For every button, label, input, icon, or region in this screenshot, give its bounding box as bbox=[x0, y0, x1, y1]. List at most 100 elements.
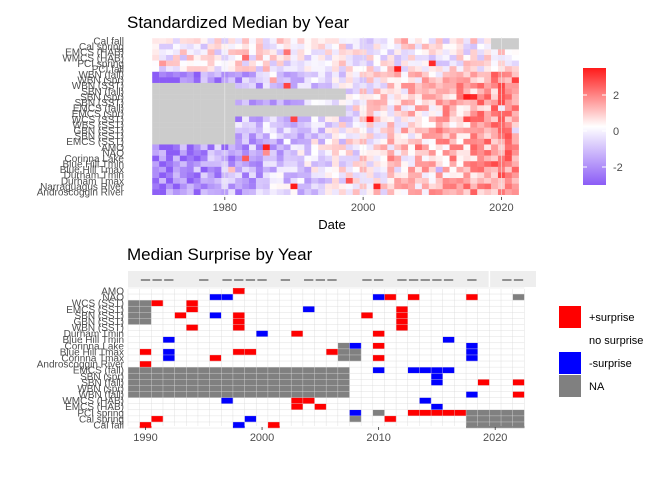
heatmap-cell bbox=[269, 110, 277, 117]
heatmap-cell bbox=[380, 110, 388, 117]
heatmap-cell bbox=[463, 116, 471, 123]
heatmap-cell bbox=[318, 105, 326, 112]
na-cell bbox=[279, 367, 292, 374]
heatmap-cell bbox=[435, 49, 443, 56]
heatmap-cell bbox=[394, 116, 402, 123]
heatmap-cell bbox=[228, 54, 236, 61]
heatmap-cell bbox=[249, 172, 257, 179]
heatmap-cell bbox=[207, 166, 215, 173]
heatmap-cell bbox=[276, 71, 284, 78]
heatmap-cell bbox=[421, 122, 430, 128]
heatmap-cell bbox=[491, 133, 499, 140]
heatmap-cell bbox=[283, 161, 291, 168]
chart2-x-ticks: 1990 2000 2010 2020 bbox=[133, 427, 507, 444]
heatmap-cell bbox=[159, 122, 167, 128]
heatmap-cell bbox=[297, 150, 305, 156]
heatmap-cell bbox=[345, 77, 353, 84]
heatmap-cell bbox=[401, 150, 409, 156]
heatmap-cell bbox=[421, 43, 430, 50]
heatmap-cell bbox=[332, 133, 340, 140]
heatmap-cell bbox=[242, 166, 250, 173]
heatmap-cell bbox=[387, 71, 395, 78]
plus-surprise-cell bbox=[186, 306, 199, 313]
na-cell bbox=[314, 373, 327, 380]
heatmap-cell bbox=[511, 166, 519, 173]
heatmap-cell bbox=[152, 99, 160, 106]
na-cell bbox=[244, 379, 257, 386]
heatmap-cell bbox=[262, 183, 270, 190]
heatmap-cell bbox=[380, 122, 388, 128]
minus-surprise-cell bbox=[372, 367, 385, 374]
legend-label: -surprise bbox=[589, 358, 632, 370]
heatmap-cell bbox=[470, 77, 478, 84]
heatmap-cell bbox=[269, 166, 277, 173]
heatmap-cell bbox=[311, 189, 319, 195]
heatmap-cell bbox=[463, 99, 471, 106]
minus-surprise-cell bbox=[221, 294, 234, 301]
heatmap-cell bbox=[249, 138, 257, 145]
na-cell bbox=[337, 348, 350, 356]
heatmap-cell bbox=[290, 71, 298, 78]
chart1-cells bbox=[152, 38, 519, 195]
minus-surprise-cell bbox=[244, 415, 257, 423]
heatmap-cell bbox=[235, 49, 243, 56]
heatmap-cell bbox=[470, 166, 478, 173]
heatmap-cell bbox=[193, 49, 201, 56]
heatmap-cell bbox=[428, 122, 436, 128]
heatmap-cell bbox=[491, 155, 499, 162]
heatmap-cell bbox=[262, 105, 270, 112]
heatmap-cell bbox=[207, 183, 215, 190]
heatmap-cell bbox=[200, 133, 208, 140]
heatmap-cell bbox=[179, 54, 187, 61]
row-label: EMCS (SST) bbox=[66, 305, 124, 316]
heatmap-cell bbox=[463, 66, 471, 72]
heatmap-cell bbox=[172, 110, 181, 117]
heatmap-cell bbox=[255, 71, 264, 78]
heatmap-cell bbox=[338, 43, 347, 50]
heatmap-cell bbox=[477, 189, 485, 195]
plus-surprise-cell bbox=[291, 330, 304, 337]
heatmap-cell bbox=[159, 144, 167, 151]
heatmap-cell bbox=[214, 189, 222, 195]
na-cell bbox=[174, 373, 187, 380]
na-cell bbox=[314, 391, 327, 398]
heatmap-cell bbox=[401, 155, 409, 162]
heatmap-cell bbox=[449, 172, 457, 179]
heatmap-cell bbox=[366, 127, 374, 134]
heatmap-cell bbox=[428, 178, 436, 184]
heatmap-cell bbox=[325, 138, 333, 145]
na-cell bbox=[128, 373, 140, 380]
heatmap-cell bbox=[373, 66, 381, 72]
heatmap-cell bbox=[186, 77, 194, 84]
heatmap-cell bbox=[304, 178, 312, 184]
heatmap-cell bbox=[249, 144, 257, 151]
heatmap-cell bbox=[484, 54, 492, 61]
heatmap-cell bbox=[214, 155, 222, 162]
plus-surprise-cell bbox=[186, 324, 199, 331]
heatmap-cell bbox=[394, 54, 402, 61]
heatmap-cell bbox=[491, 54, 499, 61]
heatmap-cell bbox=[269, 82, 277, 89]
heatmap-cell bbox=[166, 178, 174, 184]
heatmap-cell bbox=[325, 161, 333, 168]
na-cell bbox=[489, 409, 502, 417]
heatmap-cell bbox=[442, 43, 450, 50]
heatmap-cell bbox=[477, 110, 485, 117]
heatmap-cell bbox=[311, 144, 319, 151]
na-cell bbox=[256, 391, 269, 398]
heatmap-cell bbox=[352, 150, 360, 156]
heatmap-cell bbox=[435, 71, 443, 78]
na-cell bbox=[279, 385, 292, 392]
heatmap-cell bbox=[262, 178, 270, 184]
heatmap-cell bbox=[214, 54, 222, 61]
heatmap-cell bbox=[262, 144, 270, 151]
heatmap-cell bbox=[297, 54, 305, 61]
row-label: AMO bbox=[101, 143, 124, 154]
heatmap-cell bbox=[401, 189, 409, 195]
heatmap-cell bbox=[228, 155, 236, 162]
heatmap-cell bbox=[311, 54, 319, 61]
heatmap-cell bbox=[442, 144, 450, 151]
heatmap-cell bbox=[297, 161, 305, 168]
heatmap-cell bbox=[477, 116, 485, 123]
heatmap-cell bbox=[172, 133, 181, 140]
